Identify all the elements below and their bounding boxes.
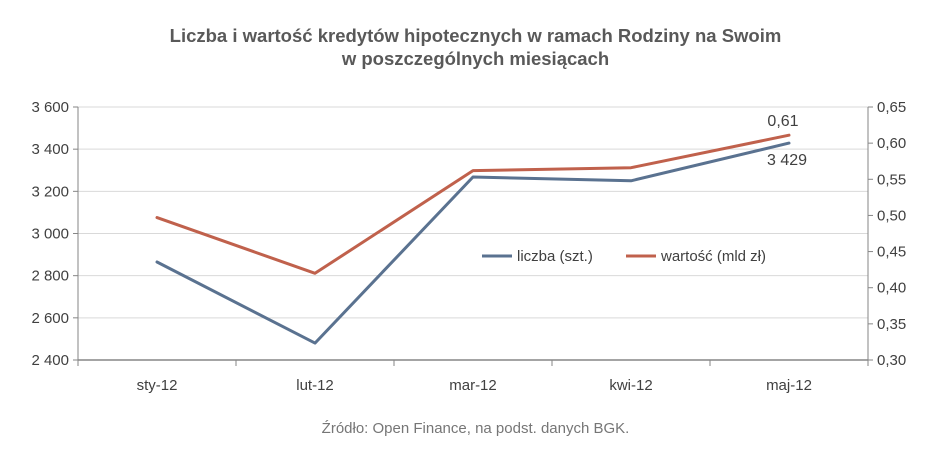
source-note: Źródło: Open Finance, na podst. danych B…: [321, 420, 630, 437]
left-axis-tick-label: 3 000: [31, 226, 69, 243]
chart-title: Liczba i wartość kredytów hipotecznych w…: [0, 24, 951, 70]
legend-label: wartość (mld zł): [660, 248, 766, 265]
left-axis-tick-label: 3 600: [31, 99, 69, 116]
x-axis-tick-label: maj-12: [766, 377, 812, 394]
left-axis-tick-label: 3 200: [31, 183, 69, 200]
right-axis-tick-label: 0,45: [877, 244, 906, 261]
left-axis-tick-label: 3 400: [31, 141, 69, 158]
left-axis-tick-label: 2 800: [31, 268, 69, 285]
x-axis-tick-label: sty-12: [137, 377, 178, 394]
legend-label: liczba (szt.): [517, 248, 593, 265]
chart-title-line-1: Liczba i wartość kredytów hipotecznych w…: [169, 25, 782, 46]
left-axis-tick-label: 2 600: [31, 310, 69, 327]
series-line: [155, 133, 791, 275]
right-axis-tick-label: 0,40: [877, 280, 906, 297]
right-axis-tick-label: 0,65: [877, 99, 906, 116]
right-axis-tick-label: 0,50: [877, 207, 906, 224]
chart-title-line-2: w poszczególnych miesiącach: [341, 48, 610, 69]
x-axis-tick-label: lut-12: [296, 377, 334, 394]
right-axis-tick-label: 0,35: [877, 316, 906, 333]
left-axis-tick-label: 2 400: [31, 352, 69, 369]
x-axis-tick-label: kwi-12: [609, 377, 652, 394]
right-axis-tick-label: 0,60: [877, 135, 906, 152]
right-axis-tick-label: 0,55: [877, 171, 906, 188]
series-line: [155, 141, 791, 345]
data-label-count-last: 3 429: [767, 152, 807, 169]
x-axis-tick-label: mar-12: [449, 377, 497, 394]
data-label-value-last: 0,61: [767, 113, 798, 130]
right-axis-tick-label: 0,30: [877, 352, 906, 369]
